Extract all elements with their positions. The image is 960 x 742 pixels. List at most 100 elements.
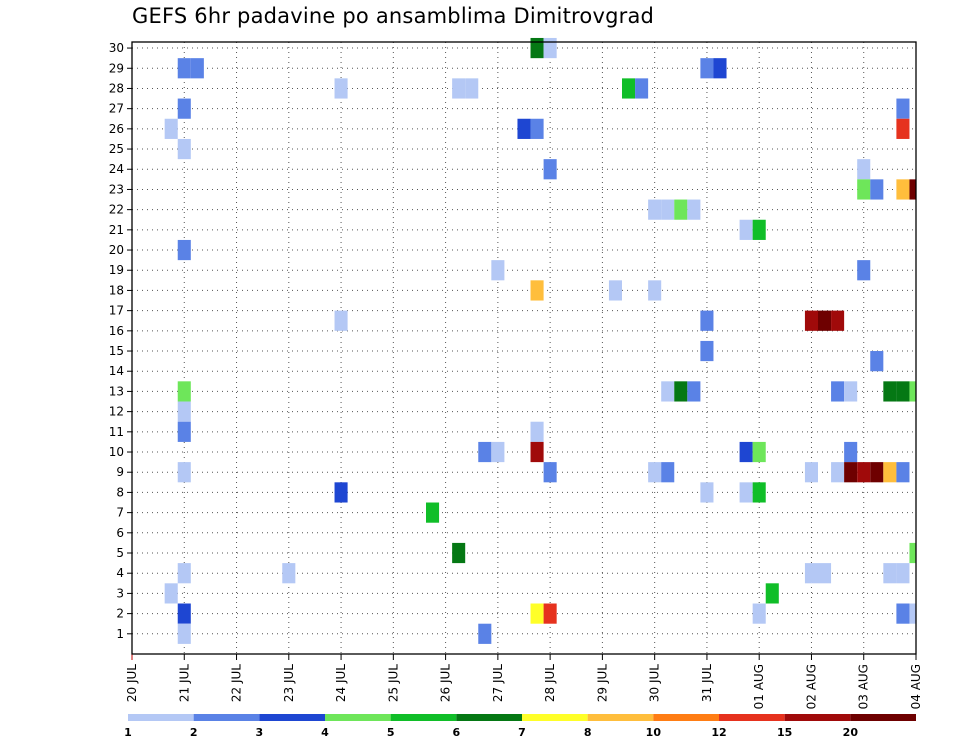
- heatmap-cell: [909, 381, 916, 402]
- y-tick-label: 25: [109, 142, 124, 156]
- heatmap-cell: [543, 159, 557, 180]
- heatmap-cell: [752, 603, 766, 624]
- colorbar-segment: [259, 714, 325, 721]
- colorbar-segment: [522, 714, 588, 721]
- colorbar-label: 12: [711, 726, 726, 739]
- heatmap-cell: [452, 542, 466, 564]
- y-tick-label: 29: [109, 61, 124, 75]
- colorbar-label: 2: [190, 726, 198, 739]
- heatmap-cell: [896, 563, 910, 584]
- heatmap-cell: [478, 441, 492, 463]
- colorbar-segment: [456, 714, 522, 721]
- colorbar-segment: [128, 714, 194, 721]
- heatmap-cell: [177, 421, 191, 442]
- colorbar-label: 7: [518, 726, 526, 739]
- heatmap-cell: [870, 179, 884, 200]
- x-tick-label: 21 JUL: [177, 664, 191, 702]
- heatmap-cell: [635, 78, 649, 99]
- y-tick-label: 18: [109, 283, 124, 297]
- x-tick-label: 24 JUL: [334, 664, 348, 702]
- y-tick-label: 9: [116, 465, 124, 479]
- x-tick-label: 26 JUL: [439, 664, 453, 702]
- y-tick-label: 17: [109, 304, 124, 318]
- chart-title: GEFS 6hr padavine po ansamblima Dimitrov…: [132, 4, 655, 28]
- colorbar-segment: [850, 714, 916, 721]
- heatmap-cell: [517, 118, 531, 139]
- heatmap-cell: [752, 219, 766, 240]
- heatmap-cell: [177, 58, 191, 79]
- heatmap-cell: [177, 239, 191, 261]
- heatmap-cell: [608, 280, 622, 301]
- heatmap-cell: [530, 421, 544, 442]
- heatmap-cell: [818, 310, 832, 331]
- heatmap-cell: [831, 310, 845, 331]
- y-tick-label: 26: [109, 122, 124, 136]
- colorbar-label: 6: [453, 726, 461, 739]
- heatmap-cell: [543, 462, 557, 483]
- heatmap-cell: [530, 118, 544, 139]
- x-tick-label: 25 JUL: [386, 664, 400, 702]
- y-tick-label: 5: [116, 546, 124, 560]
- heatmap-cell: [674, 381, 688, 402]
- x-tick-label: 03 AUG: [857, 664, 871, 709]
- heatmap-cell: [739, 482, 753, 503]
- heatmap-cell: [648, 280, 662, 301]
- y-tick-label: 21: [109, 223, 124, 237]
- heatmap-cell: [190, 58, 204, 79]
- heatmap-cell: [896, 381, 910, 402]
- y-tick-label: 22: [109, 203, 124, 217]
- heatmap-cell: [765, 583, 779, 604]
- heatmap-cell: [334, 482, 348, 503]
- heatmap-cell: [530, 603, 544, 624]
- y-tick-label: 8: [116, 485, 124, 499]
- colorbar-segment: [325, 714, 391, 721]
- heatmap-cell: [700, 310, 714, 331]
- heatmap-cell: [739, 219, 753, 240]
- grid-lines: [132, 42, 916, 654]
- heatmap-cell: [648, 199, 662, 220]
- heatmap-cell: [700, 58, 714, 79]
- heatmap-cell: [752, 482, 766, 503]
- colorbar-segment: [587, 714, 654, 721]
- y-tick-label: 16: [109, 324, 124, 338]
- x-tick-label: 23 JUL: [282, 664, 296, 702]
- heatmap-cell: [896, 462, 910, 483]
- heatmap-cell: [896, 98, 910, 119]
- y-tick-label: 14: [109, 364, 124, 378]
- heatmap-cell: [857, 159, 871, 180]
- x-tick-label: 30 JUL: [648, 664, 662, 702]
- colorbar-label: 5: [387, 726, 395, 739]
- heatmap-cell: [804, 310, 818, 331]
- y-tick-label: 4: [116, 566, 124, 580]
- y-tick-label: 23: [109, 182, 124, 196]
- heatmap-cell: [831, 381, 845, 402]
- x-tick-label: 20 JUL: [125, 664, 139, 702]
- y-tick-label: 15: [109, 344, 124, 358]
- heatmap-cell: [674, 199, 688, 220]
- y-tick-label: 2: [116, 607, 124, 621]
- x-tick-label: 01 AUG: [752, 664, 766, 709]
- y-tick-label: 30: [109, 41, 124, 55]
- x-axis-ticks: 20 JUL 21 JUL 22 JUL 23 JUL 24 JUL 25 JUL 26 J…: [125, 654, 923, 709]
- x-tick-label: 04 AUG: [909, 664, 923, 709]
- heatmap-cell: [661, 381, 675, 402]
- heatmap-cell: [177, 381, 191, 402]
- heatmap-cell: [896, 118, 910, 139]
- heatmap-cell: [334, 310, 348, 331]
- heatmap-cell: [883, 563, 897, 584]
- y-tick-label: 1: [116, 627, 124, 641]
- x-tick-label: 02 AUG: [804, 664, 818, 709]
- x-tick-label: 22 JUL: [230, 664, 244, 702]
- heatmap-cell: [334, 78, 348, 99]
- heatmap-cell: [844, 441, 858, 463]
- heatmap-cell: [857, 462, 871, 483]
- heatmap-cell: [177, 603, 191, 624]
- y-axis-ticks: 1234567891011121314151617181920212223242…: [109, 41, 132, 641]
- heatmap-cell: [857, 260, 871, 281]
- colorbar-segment: [653, 714, 719, 721]
- heatmap-cell: [177, 462, 191, 483]
- heatmap-cell: [883, 462, 897, 483]
- y-tick-label: 12: [109, 405, 124, 419]
- heatmap-cell: [465, 78, 479, 99]
